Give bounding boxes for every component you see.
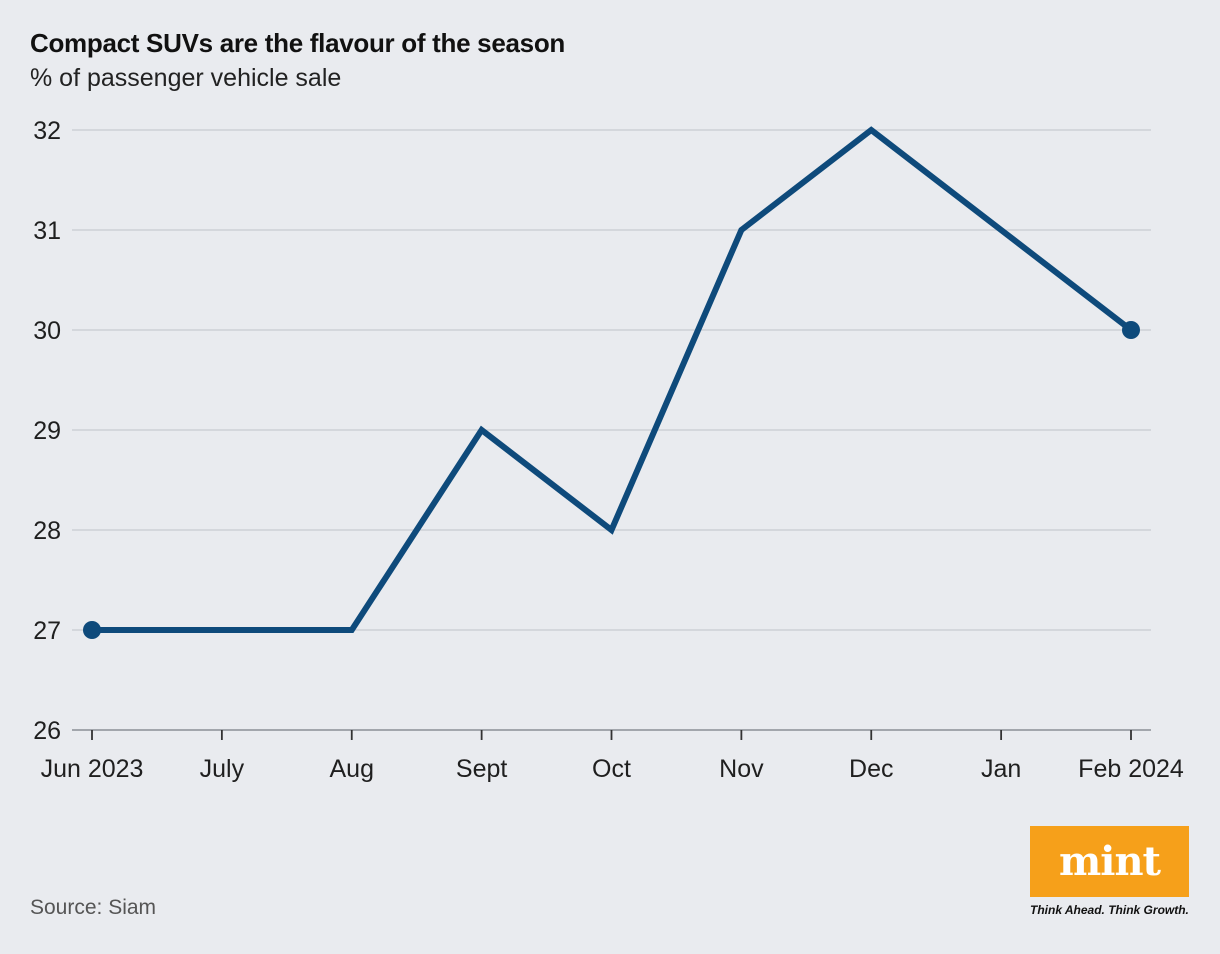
source-note: Source: Siam [30,896,157,919]
x-tick-label: Jan [981,755,1021,783]
x-tick-label: Oct [592,755,631,783]
series-layer [83,126,1140,639]
endpoint-marker [83,621,101,639]
chart-title: Compact SUVs are the flavour of the seas… [30,28,565,58]
x-tick-label: Nov [719,755,764,783]
mint-logo: mint [1030,826,1189,897]
endpoint-marker [1122,321,1140,339]
y-tick-label: 27 [33,617,61,645]
y-axis-labels: 26 27 28 29 30 31 32 [33,117,61,745]
x-tick-label: Jun 2023 [41,755,144,783]
y-tick-label: 31 [33,217,61,245]
series-line [92,126,1133,633]
line-chart: 26 27 28 29 30 31 32 Jun 2023 July Aug Sept Oct Nov… [33,117,1184,783]
logo-text: mint [1058,838,1161,885]
y-tick-label: 28 [33,517,61,545]
x-tick-label: July [200,755,245,783]
chart-subtitle: % of passenger vehicle sale [30,64,342,92]
y-tick-label: 30 [33,317,61,345]
x-tick-label: Sept [456,755,507,783]
x-tick-label: Aug [330,755,374,783]
y-tick-label: 29 [33,417,61,445]
x-tick-label: Feb 2024 [1078,755,1184,783]
y-tick-label: 26 [33,717,61,745]
logo-tagline: Think Ahead. Think Growth. [1030,903,1189,917]
x-axis: Jun 2023 July Aug Sept Oct Nov Dec Jan Feb 2024 [41,730,1184,783]
y-tick-label: 32 [33,117,61,145]
x-tick-label: Dec [849,755,893,783]
